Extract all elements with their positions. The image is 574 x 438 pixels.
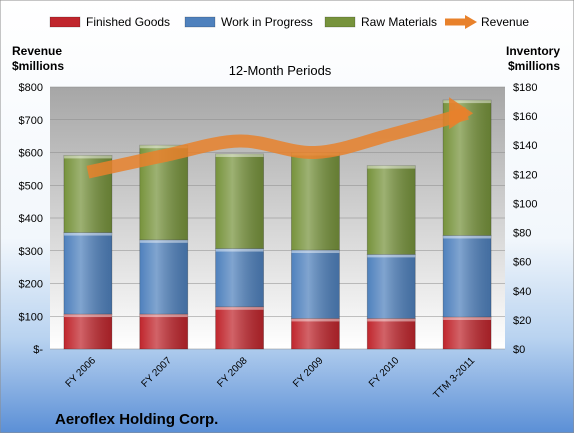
right-axis-tick-label: $100 bbox=[513, 198, 537, 210]
legend-swatch bbox=[49, 16, 81, 28]
legend: Finished Goods Work in Progress Raw Materi… bbox=[49, 15, 529, 29]
left-axis-tick-label: $- bbox=[33, 344, 43, 356]
right-axis-tick-label: $120 bbox=[513, 169, 537, 181]
bar-top-bevel bbox=[443, 235, 492, 239]
legend-swatch bbox=[324, 16, 356, 28]
revenue-arrowhead bbox=[449, 97, 474, 130]
left-axis-tick-label: $300 bbox=[19, 246, 43, 258]
bar-sheen bbox=[443, 235, 492, 317]
left-axis-tick-label: $100 bbox=[19, 311, 43, 323]
right-axis-tick-label: $180 bbox=[513, 82, 537, 94]
bar-sheen bbox=[215, 248, 264, 307]
right-axis-title-line-2: $millions bbox=[508, 59, 560, 73]
left-axis-tick-label: $600 bbox=[19, 148, 43, 160]
bar-top-bevel bbox=[139, 314, 188, 318]
legend-swatch bbox=[184, 16, 216, 28]
bar-top-bevel bbox=[291, 250, 340, 254]
bar-sheen bbox=[215, 153, 264, 249]
right-axis-tick-label: $0 bbox=[513, 344, 525, 356]
left-axis-title-line-2: $millions bbox=[12, 59, 64, 73]
left-axis-tick-label: $500 bbox=[19, 180, 43, 192]
legend-label: Work in Progress bbox=[221, 15, 313, 29]
bars-layer bbox=[63, 99, 492, 350]
bar-sheen bbox=[215, 306, 264, 349]
bar-sheen bbox=[291, 250, 340, 319]
bar-sheen bbox=[291, 318, 340, 349]
chart-title: 12-Month Periods bbox=[229, 63, 332, 78]
revenue-line bbox=[86, 106, 469, 179]
bar-sheen bbox=[63, 232, 112, 315]
bar-top-bevel bbox=[139, 145, 188, 149]
legend-label: Finished Goods bbox=[86, 15, 170, 29]
bar-sheen bbox=[139, 314, 188, 349]
bar-top-bevel bbox=[443, 100, 492, 104]
left-axis-tick-label: $800 bbox=[19, 82, 43, 94]
bar-top-bevel bbox=[63, 232, 112, 236]
bar-top-bevel bbox=[215, 306, 264, 310]
company-name: Aeroflex Holding Corp. bbox=[55, 411, 218, 428]
bar-sheen bbox=[139, 239, 188, 315]
bar-top-bevel bbox=[367, 318, 416, 322]
right-axis-tick-label: $20 bbox=[513, 315, 531, 327]
right-axis-tick-label: $140 bbox=[513, 140, 537, 152]
bar-top-bevel bbox=[443, 316, 492, 320]
legend-label: Revenue bbox=[481, 15, 529, 29]
left-axis-tick-label: $700 bbox=[19, 115, 43, 127]
bar-top-bevel bbox=[63, 314, 112, 318]
legend-arrow-head bbox=[465, 15, 477, 29]
right-axis-title-line-1: Inventory bbox=[506, 44, 560, 58]
left-axis-tick-label: $200 bbox=[19, 279, 43, 291]
bar-top-bevel bbox=[215, 153, 264, 157]
bar-sheen bbox=[291, 152, 340, 251]
bar-top-bevel bbox=[367, 254, 416, 258]
left-axis-title-line-1: Revenue bbox=[12, 44, 62, 58]
bar-top-bevel bbox=[291, 318, 340, 322]
bar-top-bevel bbox=[367, 165, 416, 169]
bar-top-bevel bbox=[215, 248, 264, 252]
bar-sheen bbox=[367, 318, 416, 349]
bar-sheen bbox=[367, 254, 416, 319]
bar-sheen bbox=[443, 316, 492, 349]
bar-sheen bbox=[367, 165, 416, 255]
right-axis-tick-label: $40 bbox=[513, 286, 531, 298]
right-axis-tick-label: $160 bbox=[513, 111, 537, 123]
bar-top-bevel bbox=[139, 239, 188, 243]
bar-top-bevel bbox=[63, 155, 112, 159]
right-axis-tick-label: $60 bbox=[513, 257, 531, 269]
revenue-line-layer bbox=[86, 97, 474, 179]
left-axis-tick-label: $400 bbox=[19, 213, 43, 225]
right-axis-tick-label: $80 bbox=[513, 228, 531, 240]
legend-label: Raw Materials bbox=[361, 15, 437, 29]
bar-sheen bbox=[63, 314, 112, 349]
